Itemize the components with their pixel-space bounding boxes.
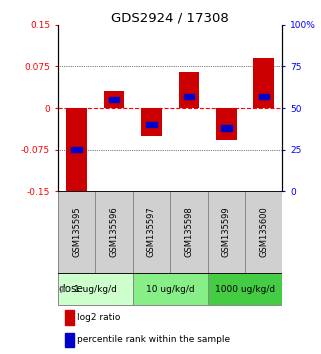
Bar xyxy=(66,108,87,200)
Bar xyxy=(178,72,199,108)
Text: GSM135599: GSM135599 xyxy=(222,207,231,257)
Text: GSM135595: GSM135595 xyxy=(72,207,81,257)
Bar xyxy=(58,191,95,273)
Bar xyxy=(104,91,124,108)
Bar xyxy=(216,108,237,140)
Text: dose: dose xyxy=(58,284,83,295)
Text: GSM135597: GSM135597 xyxy=(147,207,156,257)
Text: GSM135598: GSM135598 xyxy=(184,207,193,257)
Bar xyxy=(133,191,170,273)
Title: GDS2924 / 17308: GDS2924 / 17308 xyxy=(111,12,229,25)
Bar xyxy=(71,147,82,153)
Bar xyxy=(245,191,282,273)
Bar xyxy=(208,191,245,273)
Bar xyxy=(146,122,157,127)
Bar xyxy=(170,191,208,273)
Bar xyxy=(221,125,231,131)
Bar xyxy=(258,93,269,99)
Bar xyxy=(184,93,194,99)
Bar xyxy=(254,58,274,108)
Bar xyxy=(95,191,133,273)
Text: 10 ug/kg/d: 10 ug/kg/d xyxy=(146,285,195,294)
Text: 1 ug/kg/d: 1 ug/kg/d xyxy=(74,285,117,294)
Bar xyxy=(133,273,208,306)
Bar xyxy=(141,108,162,136)
Text: log2 ratio: log2 ratio xyxy=(77,313,120,322)
Text: percentile rank within the sample: percentile rank within the sample xyxy=(77,335,230,344)
Bar xyxy=(65,310,74,325)
Text: GSM135600: GSM135600 xyxy=(259,207,268,257)
Text: 1000 ug/kg/d: 1000 ug/kg/d xyxy=(215,285,275,294)
Bar xyxy=(58,273,133,306)
Bar xyxy=(65,333,74,347)
Bar xyxy=(109,97,119,103)
Text: GSM135596: GSM135596 xyxy=(109,207,118,257)
Bar xyxy=(208,273,282,306)
